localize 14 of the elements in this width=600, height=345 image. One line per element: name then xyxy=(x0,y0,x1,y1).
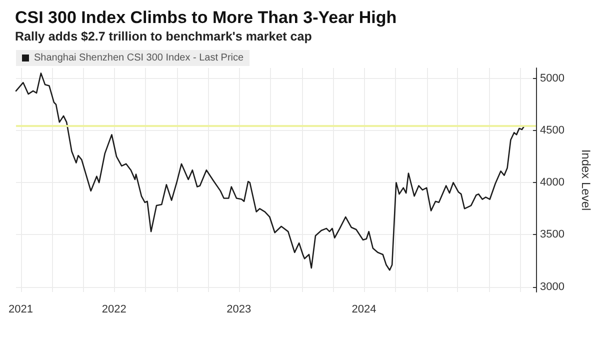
line-series xyxy=(15,72,525,271)
y-axis-title: Index Level xyxy=(579,149,593,211)
x-tick-label: 2023 xyxy=(226,304,252,316)
y-tick-label: 3500 xyxy=(540,228,564,241)
y-tick-label: 5000 xyxy=(540,72,564,84)
chart-subtitle: Rally adds $2.7 trillion to benchmark's market cap xyxy=(15,30,312,44)
x-tick-label: 2022 xyxy=(102,304,126,316)
y-tick-label: 4500 xyxy=(540,124,564,137)
legend-label: Shanghai Shenzhen CSI 300 Index - Last Price xyxy=(34,52,244,64)
x-tick-label: 2024 xyxy=(352,304,376,316)
y-tick-label: 4000 xyxy=(540,176,564,189)
x-tick-label: 2021 xyxy=(8,304,34,316)
y-tick-label: 3000 xyxy=(540,280,564,293)
chart-title: CSI 300 Index Climbs to More Than 3-Year High xyxy=(15,8,397,27)
